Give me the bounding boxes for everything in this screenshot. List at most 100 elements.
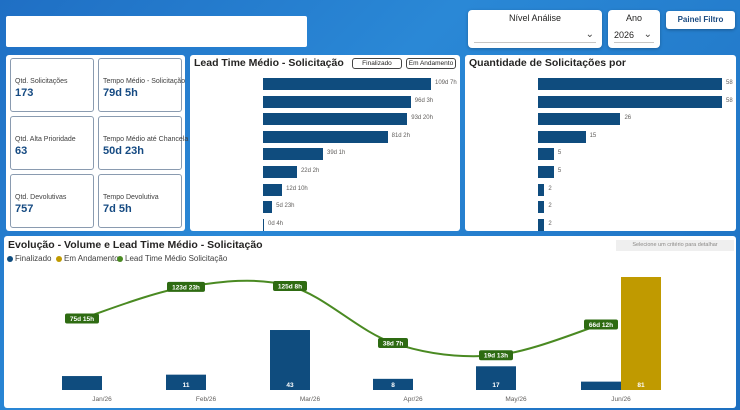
nivel-analise-slicer[interactable]: Nível Análise ⌄	[468, 10, 602, 48]
bar[interactable]	[263, 113, 408, 126]
bar[interactable]	[538, 183, 545, 196]
report-title-box	[6, 16, 307, 47]
bar[interactable]	[263, 218, 264, 231]
line-point-label-bg[interactable]	[167, 281, 205, 292]
bar[interactable]	[538, 113, 621, 126]
kpi-panel: Qtd. Solicitações 173 Tempo Médio - Soli…	[6, 55, 188, 231]
line-point-label-bg[interactable]	[584, 319, 618, 330]
x-axis-label: Jan/26	[92, 396, 112, 403]
kpi-card: Tempo Devolutiva 7d 5h	[98, 174, 182, 228]
kpi-value: 50d 23h	[103, 145, 144, 157]
bar[interactable]	[538, 218, 545, 231]
chevron-down-icon: ⌄	[585, 29, 594, 40]
legend-finalizado: Finalizado	[7, 254, 51, 263]
em-andamento-toggle[interactable]: Em Andamento	[406, 58, 456, 69]
bar[interactable]	[263, 201, 273, 214]
finalizado-bar[interactable]	[581, 381, 621, 390]
finalizado-bar[interactable]	[62, 376, 102, 390]
bar-label: 22d 2h	[300, 168, 320, 174]
kpi-value: 63	[15, 145, 28, 157]
painel-filtro-button[interactable]: Painel Filtro	[666, 11, 735, 29]
kpi-card: Qtd. Alta Prioridade 63	[10, 116, 94, 170]
evolucao-title: Evolução - Volume e Lead Time Médio - So…	[8, 239, 263, 251]
kpi-value: 757	[15, 203, 34, 215]
line-point-label: 125d 8h	[278, 284, 302, 291]
bar[interactable]	[263, 148, 323, 161]
bar[interactable]	[538, 201, 545, 214]
bar-label: 96d 3h	[414, 97, 434, 104]
kpi-card: Tempo Médio - Solicitação 79d 5h	[98, 58, 186, 112]
line-point-label: 75d 15h	[70, 316, 94, 323]
legend-em-andamento: Em Andamento	[56, 254, 119, 263]
kpi-card: Tempo Médio até Chancela 50d 23h	[98, 116, 188, 170]
bar[interactable]	[538, 130, 586, 143]
line-point-label-bg[interactable]	[273, 281, 307, 291]
bar-label: 12d 10h	[286, 185, 308, 192]
kpi-label: Tempo Médio - Solicitação	[103, 78, 186, 85]
line-point-label: 19d 13h	[484, 353, 508, 360]
bar-value-label: 17	[492, 382, 500, 389]
line-point-label-bg[interactable]	[378, 337, 408, 348]
kpi-label: Tempo Devolutiva	[103, 194, 159, 201]
finalizado-bar[interactable]	[476, 366, 516, 390]
kpi-label: Qtd. Devolutivas	[15, 194, 67, 201]
kpi-value: 79d 5h	[103, 87, 138, 99]
bar-value-label: 81	[637, 382, 645, 389]
bar-label: 93d 20h	[411, 115, 433, 122]
bar-label: 15	[589, 132, 597, 139]
bar-value-label: 43	[286, 382, 294, 389]
bar[interactable]	[538, 78, 722, 90]
legend-lead-time: Lead Time Médio Solicitação	[117, 254, 227, 263]
bar-label: 5	[557, 150, 562, 157]
finalizado-bar[interactable]	[373, 378, 413, 390]
kpi-label: Qtd. Solicitações	[15, 78, 68, 85]
finalizado-bar[interactable]	[270, 330, 310, 390]
bar-value-label: 8	[391, 382, 395, 389]
ano-dropdown[interactable]: 2026 ⌄	[614, 27, 654, 43]
line-point-label: 123d 23h	[172, 284, 200, 291]
evolucao-chart: 11 43 8 17 81 75d 15h 123d 23h 125d 8h 38d 7h 19d…	[62, 277, 661, 403]
bar-label: 26	[624, 115, 632, 122]
bar[interactable]	[538, 148, 554, 161]
bar-label: 58	[726, 80, 733, 86]
bar[interactable]	[538, 166, 554, 178]
x-axis-label: Feb/26	[196, 396, 217, 403]
bar-label: 2	[548, 185, 552, 192]
bar[interactable]	[263, 78, 431, 90]
bar[interactable]	[263, 95, 411, 108]
legend-label: Finalizado	[15, 254, 52, 263]
bar[interactable]	[263, 183, 283, 196]
kpi-value: 7d 5h	[103, 203, 132, 215]
bar[interactable]	[263, 166, 297, 178]
bar-label: 5d 23h	[276, 203, 295, 210]
legend-label: Lead Time Médio Solicitação	[125, 254, 228, 263]
legend-label: Em Andamento	[64, 254, 119, 263]
x-axis-label: Apr/26	[403, 396, 423, 403]
line-point-label-bg[interactable]	[479, 350, 513, 361]
bar-label: 58	[726, 97, 733, 104]
nivel-analise-dropdown[interactable]: ⌄	[474, 27, 596, 43]
quantidade-panel: Quantidade de Solicitações por 58 58 26 15 5…	[465, 55, 736, 231]
bar-label: 39d 1h	[327, 150, 346, 157]
lead-time-line	[81, 279, 602, 358]
nivel-analise-label: Nível Análise	[508, 13, 562, 23]
bar[interactable]	[263, 130, 388, 143]
ano-slicer[interactable]: Ano 2026 ⌄	[608, 10, 660, 48]
kpi-card: Qtd. Solicitações 173	[10, 58, 94, 112]
bar[interactable]	[538, 95, 722, 108]
lead-time-panel: Lead Time Médio - Solicitação Finalizado…	[190, 55, 460, 231]
ano-label: Ano	[625, 13, 642, 23]
kpi-value: 173	[15, 87, 34, 99]
line-point-label: 38d 7h	[383, 340, 404, 347]
finalizado-bar[interactable]	[166, 374, 206, 390]
ano-value: 2026	[614, 30, 635, 40]
em-andamento-bar[interactable]	[621, 277, 661, 390]
lead-time-title: Lead Time Médio - Solicitação	[194, 57, 344, 69]
finalizado-toggle[interactable]: Finalizado	[352, 58, 402, 69]
legend-dot	[56, 255, 62, 262]
bar-label: 5	[557, 168, 562, 174]
quantidade-title: Quantidade de Solicitações por	[469, 57, 626, 69]
legend-dot	[7, 255, 13, 262]
line-point-label-bg[interactable]	[65, 313, 99, 324]
